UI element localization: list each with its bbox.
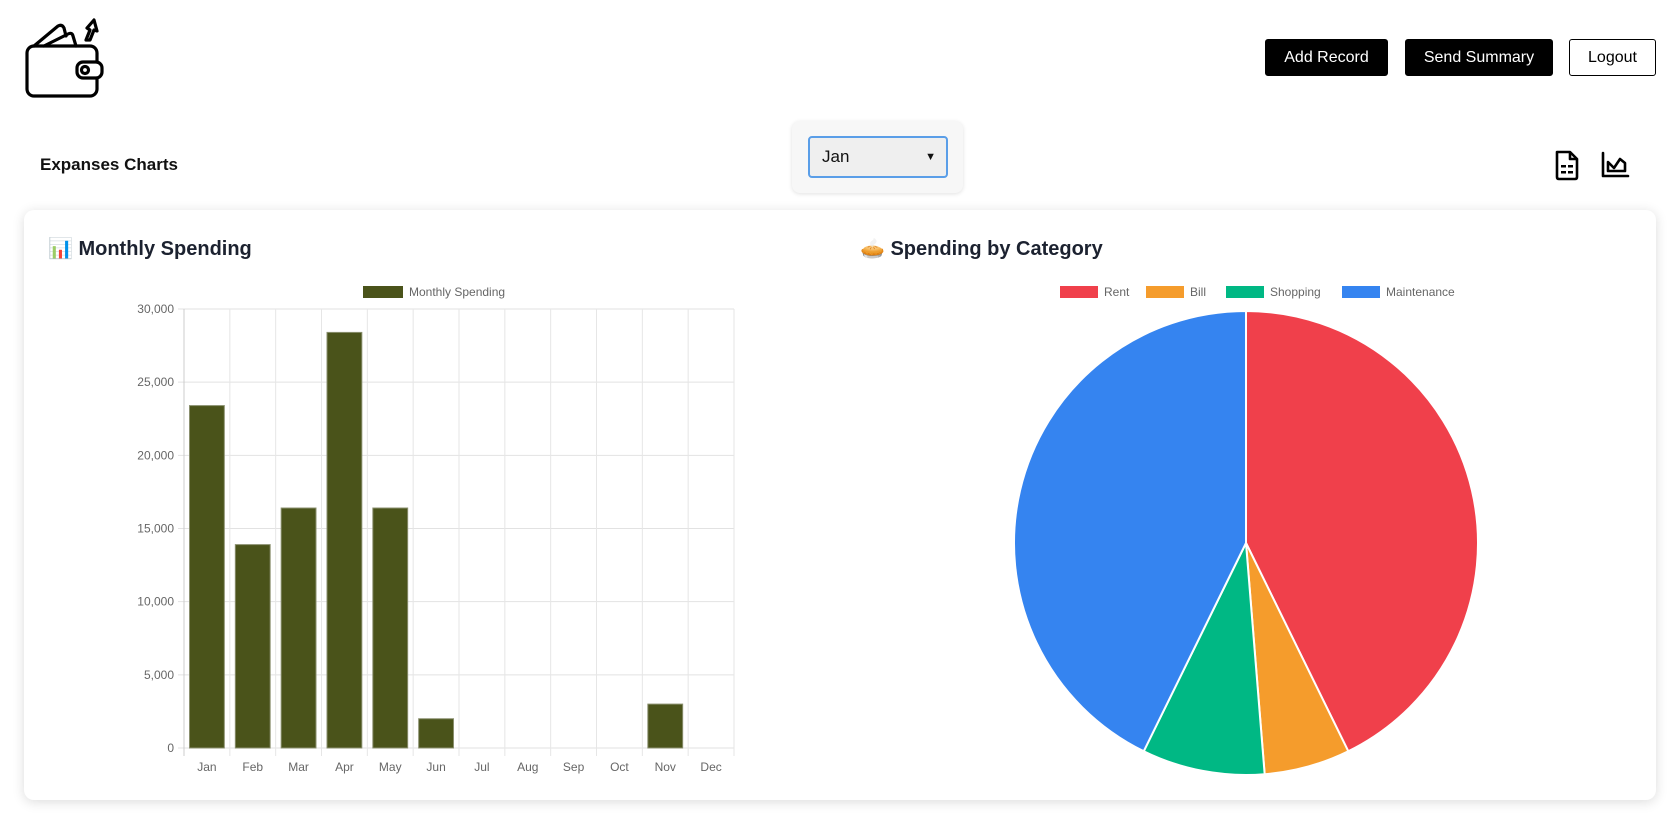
x-tick-label: Jun (426, 760, 445, 774)
logout-button[interactable]: Logout (1569, 39, 1656, 76)
y-tick-label: 25,000 (137, 375, 174, 389)
month-select-card: Jan ▼ (792, 121, 963, 193)
pie-slice-shopping (1142, 539, 1266, 776)
x-tick-label: Sep (563, 760, 585, 774)
category-spending-chart: Rent Bill Shopping Maintenance (1013, 285, 1479, 776)
monthly-spending-chart: 0 5,000 10,000 15,000 20,000 25,000 30,000 Jan F… (137, 285, 735, 774)
bar-apr (326, 331, 363, 749)
y-tick-label: 20,000 (137, 448, 174, 462)
legend-label: Maintenance (1386, 285, 1455, 299)
y-tick-label: 15,000 (137, 522, 174, 536)
x-tick-label: Feb (242, 760, 263, 774)
y-tick-label: 10,000 (137, 595, 174, 609)
pie-slice-rent (1245, 309, 1479, 753)
month-select-value: Jan (822, 147, 850, 166)
bar-feb (234, 544, 271, 749)
bar-mar (280, 507, 317, 749)
legend-swatch-maintenance (1342, 286, 1380, 298)
x-tick-label: Apr (335, 760, 354, 774)
bar-nov (647, 703, 684, 749)
send-summary-button[interactable]: Send Summary (1405, 39, 1553, 76)
app-logo[interactable] (22, 14, 106, 98)
legend-label: Shopping (1270, 285, 1321, 299)
x-tick-label: Oct (610, 760, 629, 774)
x-tick-label: Jul (474, 760, 489, 774)
legend-swatch-shopping (1226, 286, 1264, 298)
wallet-icon (25, 18, 104, 98)
legend-swatch-bill (1146, 286, 1184, 298)
month-select[interactable]: Jan ▼ (808, 136, 948, 178)
legend-label: Monthly Spending (409, 285, 505, 299)
page-title: Expanses Charts (40, 155, 178, 174)
chevron-down-icon: ▼ (925, 151, 936, 163)
y-tick-label: 5,000 (144, 668, 174, 682)
y-tick-label: 30,000 (137, 302, 174, 316)
x-tick-label: Nov (655, 760, 676, 774)
legend-swatch (363, 286, 403, 298)
bar-may (372, 507, 409, 749)
category-spending-title: 🥧 Spending by Category (860, 238, 1103, 260)
legend-swatch-rent (1060, 286, 1098, 298)
x-tick-label: Dec (700, 760, 721, 774)
bar-jun (418, 718, 454, 749)
pie-slice-maintenance (1013, 309, 1247, 753)
monthly-spending-title: 📊 Monthly Spending (48, 238, 252, 260)
table-file-icon[interactable] (1553, 149, 1581, 186)
area-chart-icon[interactable] (1600, 150, 1630, 185)
x-tick-label: May (379, 760, 402, 774)
legend-label: Rent (1104, 285, 1130, 299)
x-tick-label: Jan (197, 760, 216, 774)
add-record-button[interactable]: Add Record (1265, 39, 1388, 76)
y-tick-label: 0 (167, 741, 174, 755)
legend-label: Bill (1190, 285, 1206, 299)
bar-jan (189, 405, 225, 749)
x-tick-label: Aug (517, 760, 538, 774)
x-tick-label: Mar (288, 760, 309, 774)
